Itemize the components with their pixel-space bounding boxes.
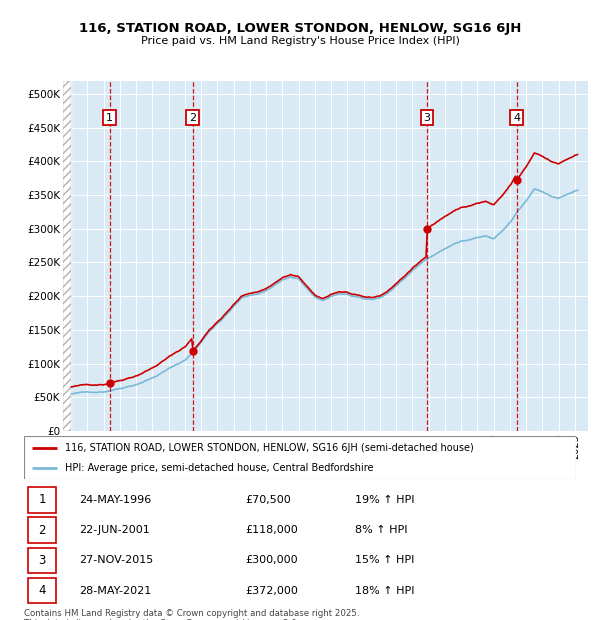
FancyBboxPatch shape	[28, 518, 56, 543]
Text: 28-MAY-2021: 28-MAY-2021	[79, 586, 151, 596]
Text: 1: 1	[38, 494, 46, 507]
FancyBboxPatch shape	[28, 578, 56, 603]
Text: 19% ↑ HPI: 19% ↑ HPI	[355, 495, 415, 505]
Text: HPI: Average price, semi-detached house, Central Bedfordshire: HPI: Average price, semi-detached house,…	[65, 463, 374, 473]
Text: 1: 1	[106, 113, 113, 123]
FancyBboxPatch shape	[28, 487, 56, 513]
Bar	[63, 81, 71, 431]
Text: 3: 3	[424, 113, 431, 123]
Text: 4: 4	[513, 113, 520, 123]
Text: 27-NOV-2015: 27-NOV-2015	[79, 556, 154, 565]
Text: £372,000: £372,000	[245, 586, 298, 596]
Text: 2: 2	[189, 113, 196, 123]
Text: 116, STATION ROAD, LOWER STONDON, HENLOW, SG16 6JH: 116, STATION ROAD, LOWER STONDON, HENLOW…	[79, 22, 521, 35]
Text: Contains HM Land Registry data © Crown copyright and database right 2025.
This d: Contains HM Land Registry data © Crown c…	[24, 609, 359, 620]
Text: 4: 4	[38, 584, 46, 597]
Text: 15% ↑ HPI: 15% ↑ HPI	[355, 556, 415, 565]
Text: £300,000: £300,000	[245, 556, 298, 565]
Text: 2: 2	[38, 524, 46, 537]
FancyBboxPatch shape	[28, 547, 56, 573]
Bar	[63, 81, 71, 431]
Text: £70,500: £70,500	[245, 495, 290, 505]
Text: £118,000: £118,000	[245, 525, 298, 535]
Text: 18% ↑ HPI: 18% ↑ HPI	[355, 586, 415, 596]
Text: 8% ↑ HPI: 8% ↑ HPI	[355, 525, 408, 535]
Text: 3: 3	[38, 554, 46, 567]
Text: 116, STATION ROAD, LOWER STONDON, HENLOW, SG16 6JH (semi-detached house): 116, STATION ROAD, LOWER STONDON, HENLOW…	[65, 443, 474, 453]
Text: 22-JUN-2001: 22-JUN-2001	[79, 525, 150, 535]
Text: Price paid vs. HM Land Registry's House Price Index (HPI): Price paid vs. HM Land Registry's House …	[140, 36, 460, 46]
Text: 24-MAY-1996: 24-MAY-1996	[79, 495, 151, 505]
